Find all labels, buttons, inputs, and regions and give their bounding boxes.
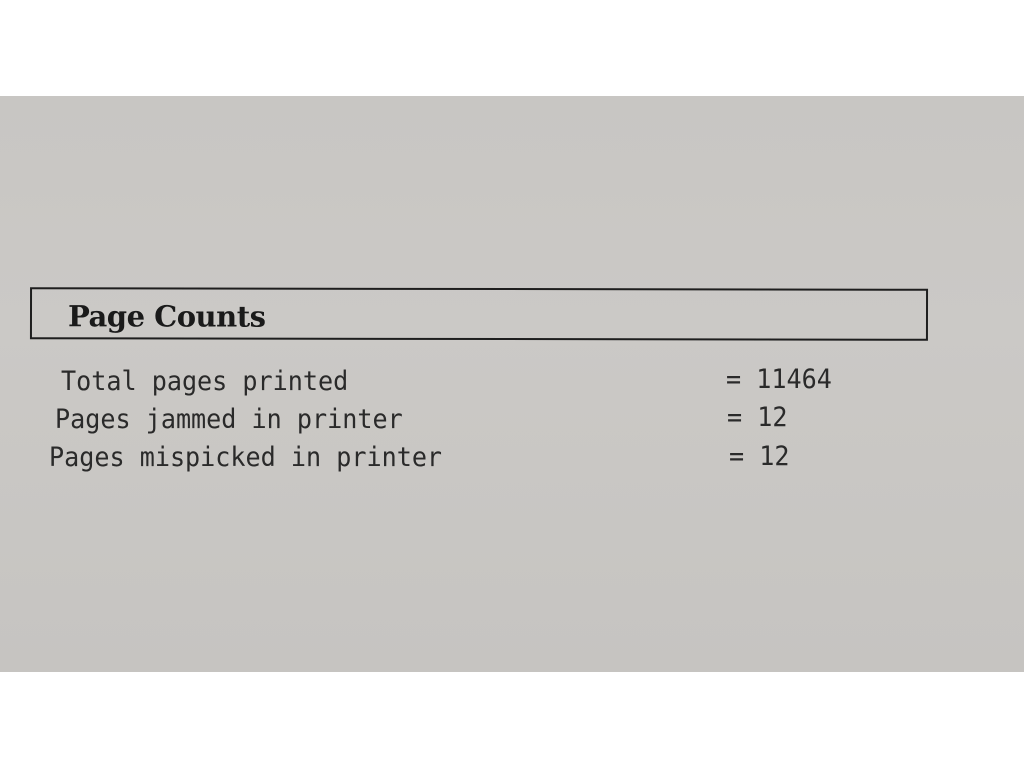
row-value-mispicked: = 12 (729, 441, 790, 472)
row-label-total: Total pages printed (61, 366, 349, 397)
row-label-mispicked: Pages mispicked in printer (49, 442, 443, 473)
row-label-jammed: Pages jammed in printer (55, 404, 403, 435)
row-value-total: = 11464 (726, 364, 832, 395)
row-value-jammed: = 12 (727, 402, 788, 433)
printed-page (0, 96, 1024, 672)
section-title: Page Counts (67, 299, 266, 334)
section-header-box: Page Counts (29, 287, 929, 341)
